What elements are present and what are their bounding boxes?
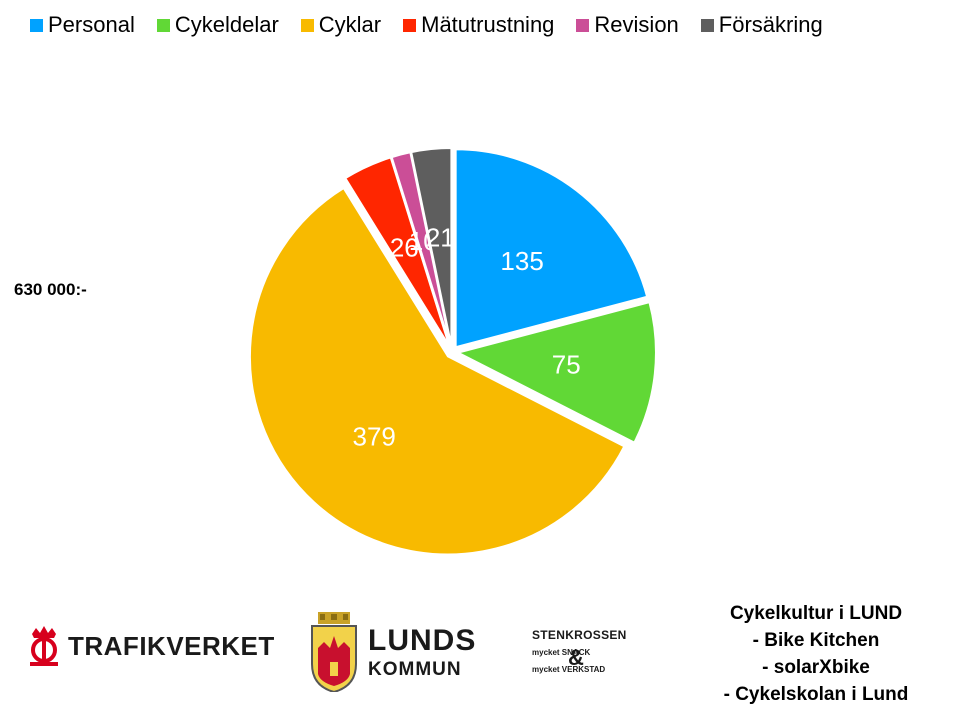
legend-swatch-cykeldelar <box>156 18 170 32</box>
legend-swatch-matutrustning <box>403 18 417 32</box>
pie-slice-forsakring <box>410 147 453 347</box>
credits-line-2: - Bike Kitchen <box>752 630 880 651</box>
trafikverket-wordmark: TRAFIKVERKET <box>68 630 275 661</box>
lunds-kommun-logo: LUNDS KOMMUN <box>310 612 476 692</box>
pie-slice-cykeldelar <box>455 300 657 444</box>
legend-item-forsakring: Försäkring <box>700 12 823 38</box>
pie-label-forsakring: 21 <box>426 223 455 253</box>
stenkrossen-row-1: mycket SNACK <box>532 648 591 657</box>
pie-slice-personal <box>454 148 649 349</box>
legend-item-cyklar: Cyklar <box>300 12 382 38</box>
stenkrossen-row-2: mycket VERKSTAD <box>532 665 606 674</box>
legend-swatch-cyklar <box>300 18 314 32</box>
pie-label-cykeldelar: 75 <box>552 349 581 379</box>
pie-label-matutrustning: 26 <box>390 232 419 262</box>
legend-label-matutrustning: Mätutrustning <box>421 12 555 37</box>
lunds-wordmark-title: LUNDS <box>368 623 477 657</box>
legend-label-forsakring: Försäkring <box>718 12 823 37</box>
chart-legend: Personal Cykeldelar Cyklar Mätutrustning… <box>30 12 950 38</box>
lunds-wordmark-sub: KOMMUN <box>368 658 462 680</box>
legend-label-personal: Personal <box>48 12 135 37</box>
legend-item-revision: Revision <box>576 12 679 38</box>
trafikverket-crown-icon <box>30 626 58 666</box>
credits-line-4: - Cykelskolan i Lund <box>723 684 909 705</box>
legend-label-revision: Revision <box>594 12 679 37</box>
legend-swatch-personal <box>30 18 43 32</box>
lund-coat-of-arms-icon <box>311 612 357 692</box>
trafikverket-logo: TRAFIKVERKET <box>26 624 275 668</box>
legend-item-cykeldelar: Cykeldelar <box>156 12 279 38</box>
pie-label-cyklar: 379 <box>352 422 395 452</box>
legend-swatch-forsakring <box>700 18 714 32</box>
legend-label-cyklar: Cyklar <box>318 12 382 37</box>
legend-label-cykeldelar: Cykeldelar <box>174 12 279 37</box>
credits-line-1: Cykelkultur i LUND <box>729 603 903 624</box>
pie-slice-cyklar <box>248 186 626 556</box>
stenkrossen-title: STENKROSSEN <box>532 628 627 642</box>
legend-item-matutrustning: Mätutrustning <box>403 12 554 38</box>
credits-block: Cykelkultur i LUND - Bike Kitchen - sola… <box>686 600 946 708</box>
lunds-kommun-wordmark: LUNDS KOMMUN <box>368 623 477 680</box>
credits-line-3: - solarXbike <box>762 657 870 678</box>
pie-slice-matutrustning <box>343 156 451 348</box>
stenkrossen-logo: STENKROSSEN mycket SNACK mycket VERKSTAD… <box>532 628 642 674</box>
legend-item-personal: Personal <box>30 12 135 38</box>
pie-label-personal: 135 <box>500 246 543 276</box>
total-amount-label: 630 000:- <box>14 280 87 299</box>
legend-swatch-revision <box>576 18 590 32</box>
stenkrossen-ampersand: & <box>568 645 584 670</box>
